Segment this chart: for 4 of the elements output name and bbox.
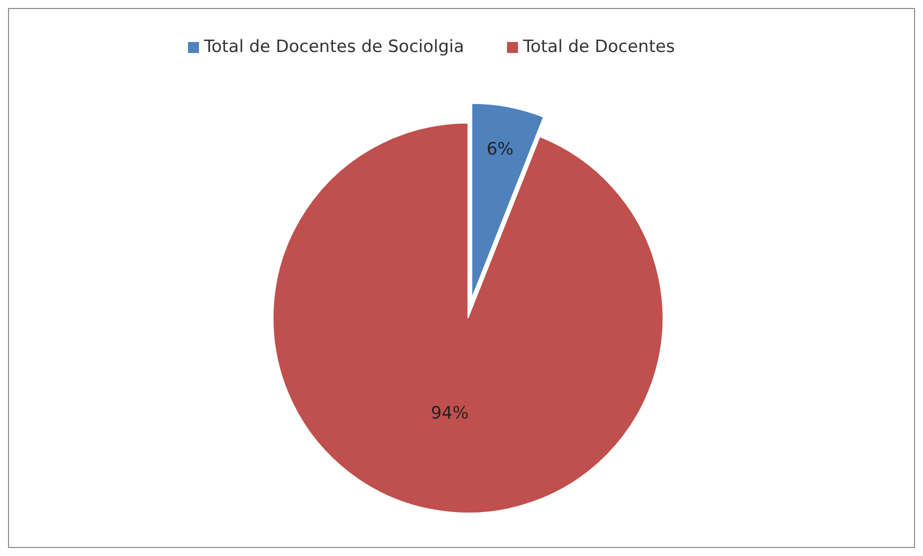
data-label: 94% bbox=[430, 403, 469, 424]
data-label: 6% bbox=[486, 140, 514, 160]
legend-label: Total de Docentes bbox=[522, 37, 675, 57]
legend-label: Total de Docentes de Sociolgia bbox=[203, 37, 464, 57]
